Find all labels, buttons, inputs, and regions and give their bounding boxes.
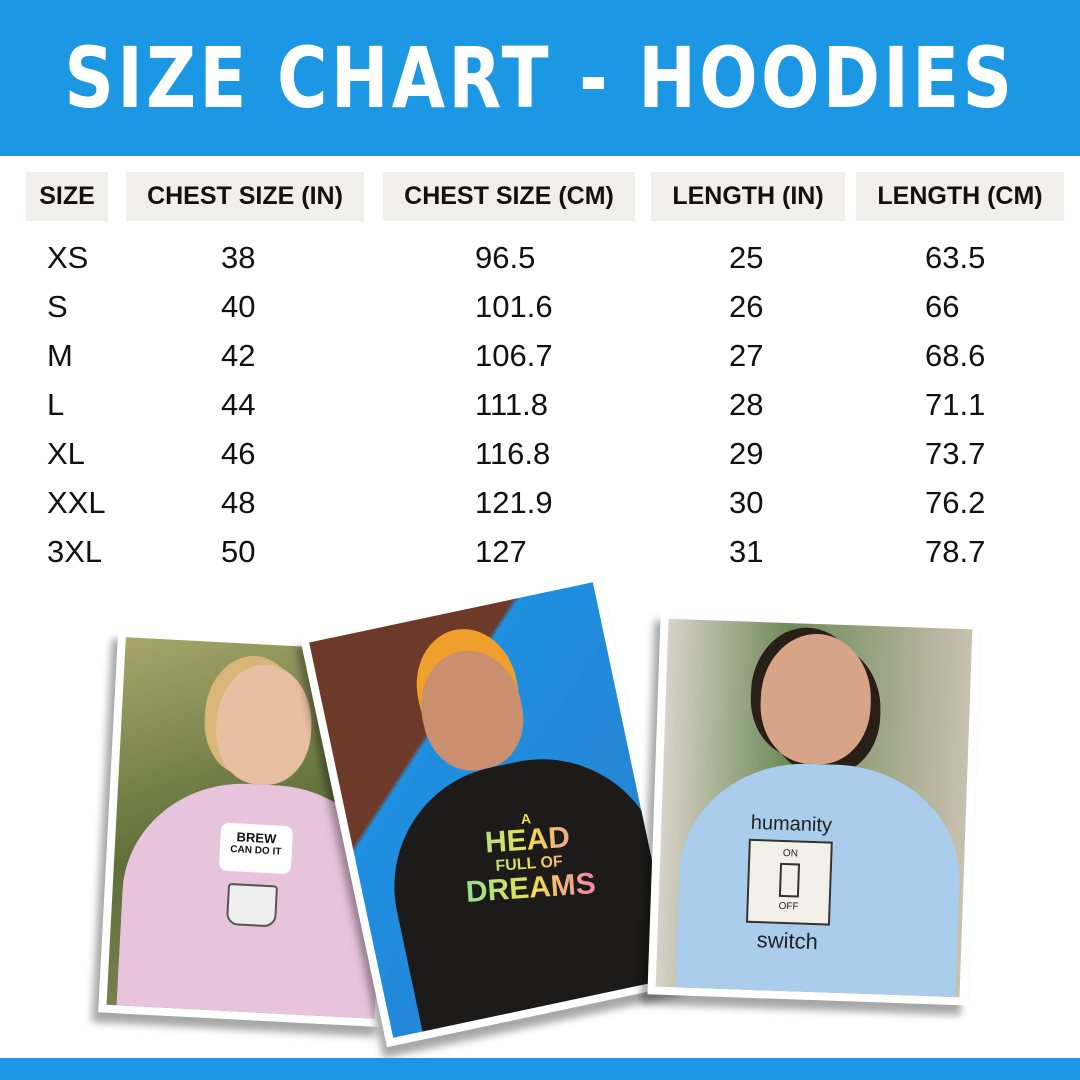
cell-chest-cm: 96.5 (475, 240, 536, 275)
photo-blue-hoodie: humanity ON OFF switch (647, 610, 981, 1006)
cell-chest-in: 48 (221, 485, 256, 520)
cell-chest-in: 40 (221, 289, 256, 324)
cell-chest-in: 46 (221, 436, 256, 471)
cell-length-in: 26 (729, 289, 764, 324)
cell-size: XL (47, 436, 85, 471)
cell-size: 3XL (47, 534, 103, 569)
cell-chest-cm: 127 (475, 534, 527, 569)
header-chest-in: CHEST SIZE (IN) (126, 172, 364, 221)
cell-chest-cm: 106.7 (475, 338, 553, 373)
hoodie-print-brew: BREW CAN DO IT (218, 822, 294, 875)
cell-chest-cm: 101.6 (475, 289, 553, 324)
cell-chest-in: 42 (221, 338, 256, 373)
cell-chest-cm: 111.8 (475, 387, 548, 422)
cell-length-cm: 78.7 (925, 534, 986, 569)
cell-size: L (47, 387, 65, 422)
cell-length-cm: 66 (925, 289, 960, 324)
cell-size: XXL (47, 485, 106, 520)
mug-graphic (225, 882, 279, 928)
header-length-in: LENGTH (IN) (651, 172, 845, 221)
header-length-cm: LENGTH (CM) (856, 172, 1064, 221)
cell-size: S (47, 289, 68, 324)
cell-length-in: 25 (729, 240, 764, 275)
header-chest-cm: CHEST SIZE (CM) (383, 172, 635, 221)
cell-length-in: 30 (729, 485, 764, 520)
footer-bar (0, 1058, 1080, 1080)
cell-length-cm: 71.1 (925, 387, 986, 422)
cell-chest-in: 50 (221, 534, 256, 569)
page-title: SIZE CHART - HOODIES (64, 29, 1016, 127)
cell-chest-in: 44 (221, 387, 256, 422)
hoodie-print-dreams: A HEAD FULL OF DREAMS (446, 806, 612, 909)
header-size: SIZE (26, 172, 108, 221)
cell-chest-cm: 116.8 (475, 436, 551, 471)
cell-length-in: 28 (729, 387, 764, 422)
cell-length-cm: 73.7 (925, 436, 986, 471)
cell-chest-in: 38 (221, 240, 256, 275)
cell-chest-cm: 121.9 (475, 485, 553, 520)
cell-size: M (47, 338, 73, 373)
cell-length-cm: 76.2 (925, 485, 986, 520)
cell-size: XS (47, 240, 89, 275)
cell-length-in: 31 (729, 534, 764, 569)
cell-length-in: 29 (729, 436, 764, 471)
cell-length-cm: 68.6 (925, 338, 986, 373)
title-banner: SIZE CHART - HOODIES (0, 0, 1080, 156)
cell-length-in: 27 (729, 338, 764, 373)
hoodie-print-switch: humanity ON OFF switch (732, 811, 847, 956)
cell-length-cm: 63.5 (925, 240, 986, 275)
